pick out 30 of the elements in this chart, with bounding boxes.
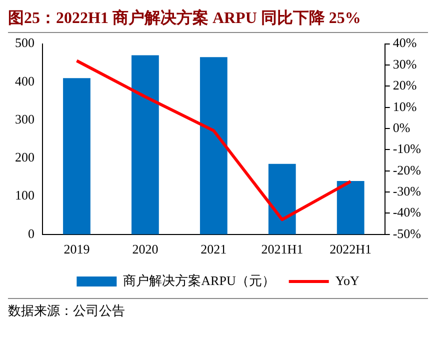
bar [63, 78, 90, 234]
y2-tick-label: 40% [392, 35, 417, 50]
legend-label: 商户解决方案ARPU（元） [123, 272, 275, 288]
y2-tick-label: 20% [392, 78, 417, 93]
y2-tick-label: -10% [392, 141, 422, 156]
y-tick-label: 300 [15, 111, 34, 126]
y-tick-label: 500 [15, 35, 34, 50]
bar [336, 181, 364, 234]
legend-label: YoY [335, 272, 360, 288]
y2-tick-label: -50% [392, 226, 422, 241]
y2-tick-label: 10% [392, 98, 417, 114]
y2-tick-label: 0% [392, 120, 410, 135]
y-tick-label: 0 [28, 226, 34, 241]
y2-tick-label: 30% [392, 56, 417, 72]
y2-tick-label: -20% [392, 162, 422, 178]
bar [200, 57, 228, 234]
bar [268, 164, 296, 234]
bar [132, 55, 159, 234]
x-tick-label: 2020 [132, 242, 158, 257]
y2-tick-label: -40% [392, 204, 422, 220]
y-tick-label: 200 [15, 150, 34, 165]
y2-tick-label: -30% [392, 183, 422, 198]
x-tick-label: 2019 [64, 242, 90, 257]
y-tick-label: 100 [15, 188, 34, 203]
x-tick-label: 2021H1 [261, 242, 304, 257]
x-tick-label: 2021 [200, 242, 227, 257]
y-tick-label: 400 [15, 73, 34, 88]
source-note: 数据来源：公司公告 [8, 298, 428, 320]
x-tick-label: 2022H1 [330, 242, 372, 257]
chart-title: 图25：2022H1 商户解决方案 ARPU 同比下降 25% [8, 8, 428, 33]
